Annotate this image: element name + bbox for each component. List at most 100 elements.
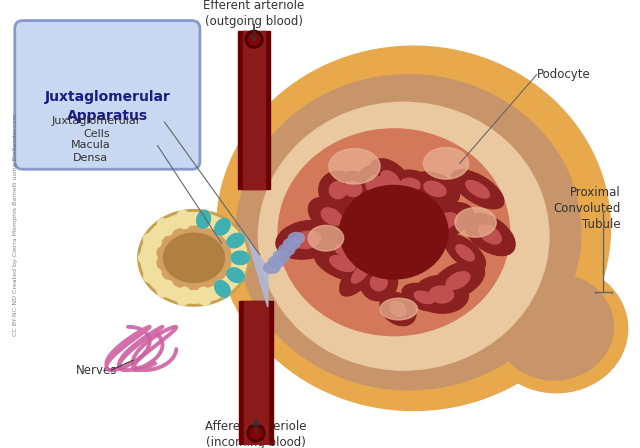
Ellipse shape xyxy=(414,276,468,313)
Ellipse shape xyxy=(157,219,173,236)
Ellipse shape xyxy=(215,280,231,297)
Ellipse shape xyxy=(141,212,247,303)
Text: Afferent arteriole
(incoming blood): Afferent arteriole (incoming blood) xyxy=(205,420,307,448)
Ellipse shape xyxy=(414,291,434,304)
Ellipse shape xyxy=(455,207,496,237)
Ellipse shape xyxy=(227,233,244,248)
Ellipse shape xyxy=(264,262,280,274)
Ellipse shape xyxy=(276,220,338,259)
Ellipse shape xyxy=(351,262,371,283)
Polygon shape xyxy=(244,301,268,445)
Ellipse shape xyxy=(402,284,447,311)
Circle shape xyxy=(248,34,260,45)
Ellipse shape xyxy=(371,274,387,291)
Text: Podocyte: Podocyte xyxy=(536,68,590,81)
Ellipse shape xyxy=(424,147,468,179)
Ellipse shape xyxy=(314,246,371,281)
Ellipse shape xyxy=(214,280,230,297)
Circle shape xyxy=(245,30,263,48)
Ellipse shape xyxy=(340,185,448,279)
Ellipse shape xyxy=(415,202,473,240)
Polygon shape xyxy=(239,228,268,307)
Text: CC BY-NC-ND Created by Cierra Memphis Barnett using BioRender.com: CC BY-NC-ND Created by Cierra Memphis Ba… xyxy=(13,113,18,336)
Ellipse shape xyxy=(495,274,613,380)
FancyBboxPatch shape xyxy=(15,21,200,169)
Ellipse shape xyxy=(214,218,230,235)
Ellipse shape xyxy=(268,256,285,268)
Ellipse shape xyxy=(293,231,321,249)
Ellipse shape xyxy=(259,102,549,370)
Ellipse shape xyxy=(216,46,611,410)
Ellipse shape xyxy=(466,181,490,198)
Ellipse shape xyxy=(485,265,628,393)
Ellipse shape xyxy=(138,210,250,306)
Ellipse shape xyxy=(308,225,344,251)
Ellipse shape xyxy=(387,170,433,200)
Ellipse shape xyxy=(330,181,346,199)
Ellipse shape xyxy=(360,264,397,301)
Ellipse shape xyxy=(138,251,157,265)
Ellipse shape xyxy=(278,244,295,256)
Ellipse shape xyxy=(465,213,515,255)
Text: Efferent arteriole
(outgoing blood): Efferent arteriole (outgoing blood) xyxy=(204,0,305,28)
Ellipse shape xyxy=(366,176,383,193)
Circle shape xyxy=(247,424,265,442)
Ellipse shape xyxy=(157,280,173,297)
Ellipse shape xyxy=(177,287,191,306)
Ellipse shape xyxy=(446,272,470,289)
Ellipse shape xyxy=(431,261,484,300)
Text: Proximal
Convoluted
Tubule: Proximal Convoluted Tubule xyxy=(553,186,620,231)
Ellipse shape xyxy=(424,181,446,197)
Ellipse shape xyxy=(400,178,420,192)
Ellipse shape xyxy=(380,298,417,320)
Ellipse shape xyxy=(451,170,504,209)
Ellipse shape xyxy=(329,149,380,184)
Ellipse shape xyxy=(429,286,454,303)
Ellipse shape xyxy=(288,232,305,244)
Ellipse shape xyxy=(278,129,509,336)
Ellipse shape xyxy=(215,219,231,236)
Ellipse shape xyxy=(196,210,211,228)
Ellipse shape xyxy=(321,208,342,225)
Ellipse shape xyxy=(227,267,244,282)
Ellipse shape xyxy=(197,210,211,229)
Ellipse shape xyxy=(143,267,161,282)
Ellipse shape xyxy=(456,245,474,261)
Ellipse shape xyxy=(273,250,290,262)
Text: Juxtaglomerular
Apparatus: Juxtaglomerular Apparatus xyxy=(44,90,170,123)
Ellipse shape xyxy=(445,235,486,271)
Ellipse shape xyxy=(283,238,300,250)
Ellipse shape xyxy=(380,292,416,326)
Ellipse shape xyxy=(231,251,250,265)
Text: Nerves: Nerves xyxy=(76,364,117,377)
Ellipse shape xyxy=(381,171,400,190)
Ellipse shape xyxy=(369,159,412,202)
Ellipse shape xyxy=(236,75,581,390)
Ellipse shape xyxy=(333,172,372,206)
Text: Juxtaglomerular
Cells: Juxtaglomerular Cells xyxy=(52,116,141,139)
Ellipse shape xyxy=(177,210,191,229)
Ellipse shape xyxy=(143,233,161,248)
Ellipse shape xyxy=(431,213,458,230)
Ellipse shape xyxy=(197,287,211,306)
Circle shape xyxy=(250,427,262,439)
Ellipse shape xyxy=(410,172,460,206)
Ellipse shape xyxy=(330,256,355,271)
Ellipse shape xyxy=(227,233,244,248)
Polygon shape xyxy=(243,31,265,189)
Ellipse shape xyxy=(344,181,362,197)
Ellipse shape xyxy=(479,225,501,244)
Ellipse shape xyxy=(163,233,225,283)
Ellipse shape xyxy=(157,226,232,289)
Text: Macula
Densa: Macula Densa xyxy=(71,140,111,163)
Ellipse shape xyxy=(231,251,250,265)
Ellipse shape xyxy=(340,249,383,296)
Ellipse shape xyxy=(227,268,244,283)
Ellipse shape xyxy=(355,165,394,204)
Polygon shape xyxy=(239,301,273,445)
Ellipse shape xyxy=(390,302,406,316)
Polygon shape xyxy=(238,31,270,189)
Ellipse shape xyxy=(319,171,357,209)
Ellipse shape xyxy=(324,237,365,264)
Ellipse shape xyxy=(335,245,354,257)
